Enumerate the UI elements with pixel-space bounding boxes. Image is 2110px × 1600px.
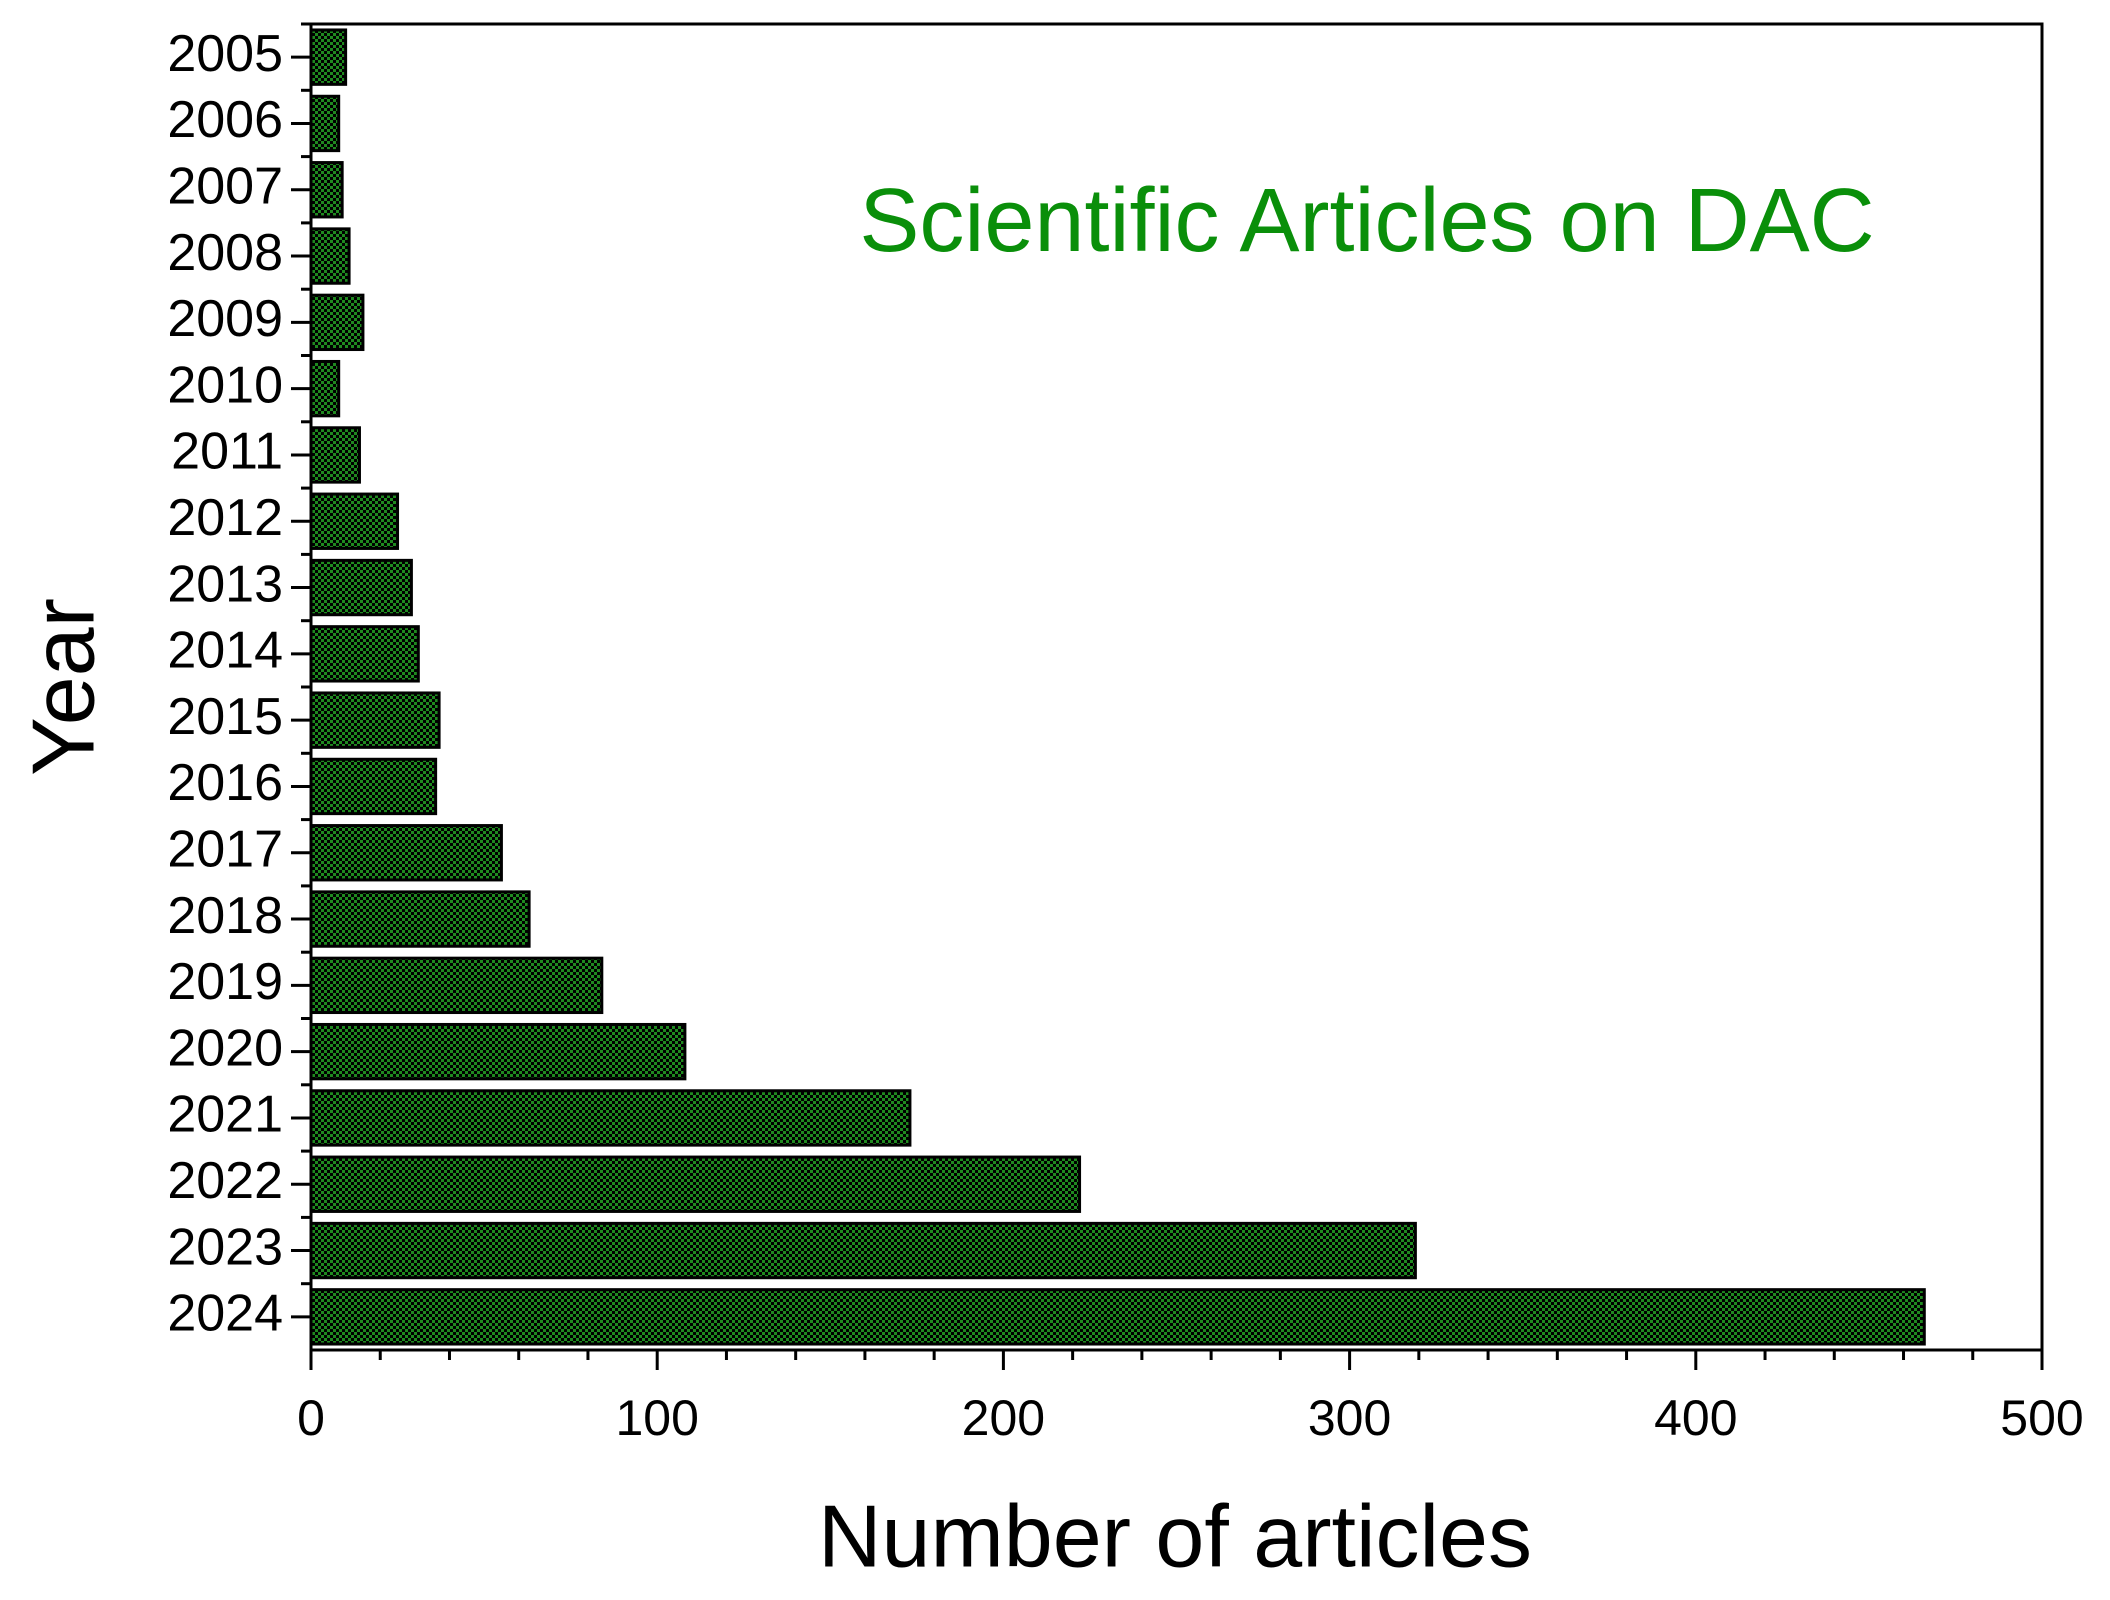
x-tick-label: 100 [615,1390,698,1446]
y-tick-label: 2012 [167,489,283,547]
x-tick-label: 400 [1654,1390,1737,1446]
y-tick-label: 2005 [167,25,283,83]
y-tick-label: 2013 [167,555,283,613]
bar [309,161,344,219]
bar [309,28,348,86]
y-tick-label: 2019 [167,953,283,1011]
x-tick-label: 300 [1308,1390,1391,1446]
y-tick-label: 2024 [167,1285,283,1343]
bar [309,824,503,882]
bar [309,1022,687,1081]
bar [309,426,361,484]
y-tick-label: 2008 [167,224,283,282]
bar [309,293,365,352]
y-tick-label: 2006 [167,91,283,149]
y-tick-label: 2022 [167,1152,283,1210]
y-tick-label: 2010 [167,356,283,414]
y-tick-label: 2016 [167,754,283,812]
x-tick-label: 500 [2000,1390,2083,1446]
bar [309,94,341,153]
x-tick-label: 200 [962,1390,1045,1446]
bar [309,757,438,816]
y-tick-label: 2015 [167,688,283,746]
bar [309,625,420,683]
y-tick-label: 2020 [167,1019,283,1077]
x-tick-label: 0 [297,1390,325,1446]
bar [309,227,351,285]
bar [309,956,604,1015]
y-tick-label: 2023 [167,1218,283,1276]
y-tick-label: 2011 [171,423,283,481]
bar [309,1288,1926,1346]
y-tick-label: 2009 [167,290,283,348]
bar [309,492,400,550]
y-axis-label: Year [13,598,112,776]
y-tick-label: 2007 [167,157,283,215]
bar [309,1089,912,1147]
bar [309,1155,1082,1213]
bar [309,890,531,948]
y-tick-label: 2014 [167,622,283,680]
x-axis-label: Number of articles [818,1486,1532,1585]
bar [309,558,413,617]
y-tick-label: 2021 [167,1086,283,1144]
chart-title: Scientific Articles on DAC [859,171,1874,271]
bar [309,1221,1417,1280]
bar [309,359,341,418]
plot-frame [309,22,2044,1352]
y-tick-label: 2017 [167,820,283,878]
bar [309,691,441,749]
y-tick-label: 2018 [167,887,283,945]
